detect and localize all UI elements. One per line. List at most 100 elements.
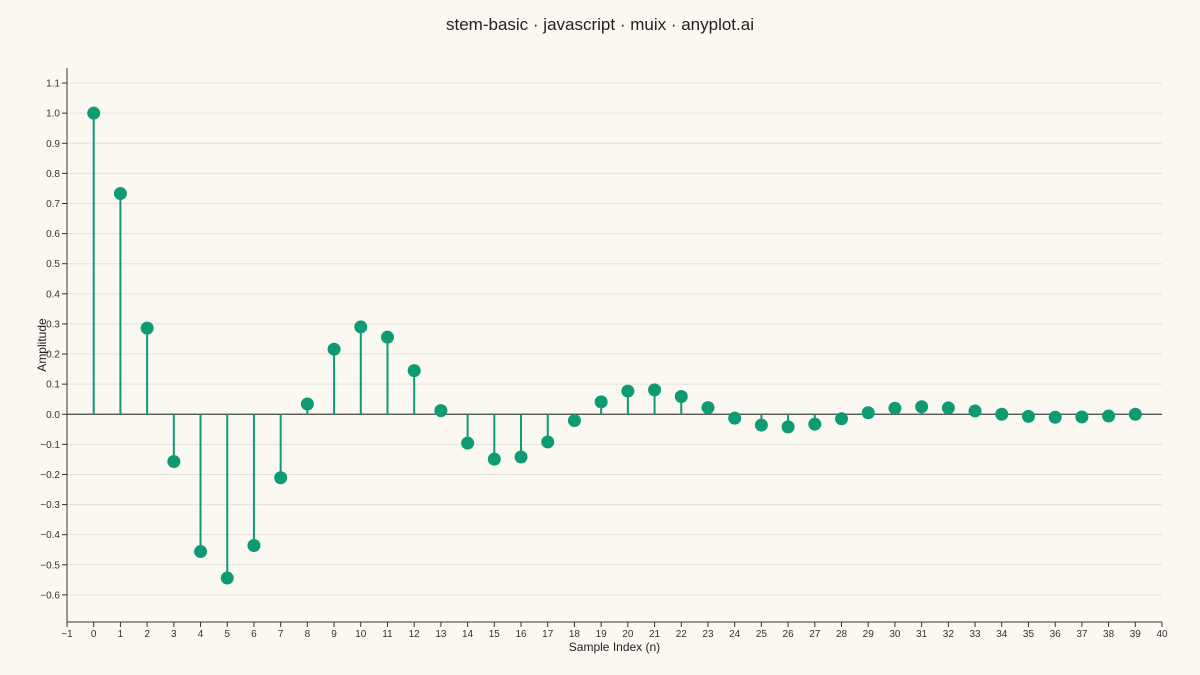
x-tick-label: 6 (251, 629, 257, 640)
y-axis-ticks: 1.1 1.0 0.9 0.8 0.7 0.6 0.5 0.4 0.3 0.2 0.1 0.0 −0.1… (40, 79, 67, 601)
x-axis-title: Sample Index (n) (569, 640, 660, 654)
axes (66, 68, 1162, 623)
stem-series (87, 106, 1142, 585)
y-tick-label: 0.0 (46, 410, 60, 421)
stem-marker (567, 414, 581, 428)
x-tick-label: 35 (1023, 629, 1035, 640)
stem-marker (487, 452, 501, 466)
stem-marker (1048, 410, 1062, 424)
x-tick-label: 28 (836, 629, 848, 640)
y-tick-label: 0.6 (46, 229, 60, 240)
stem-marker (995, 407, 1009, 421)
stem-marker (861, 406, 875, 420)
stem-marker (648, 383, 662, 397)
stem-marker (274, 471, 288, 485)
y-tick-label: 0.2 (46, 350, 60, 361)
x-tick-label: 24 (729, 629, 741, 640)
stem-marker (354, 320, 368, 334)
stem-marker (701, 401, 715, 415)
stem-marker (113, 187, 127, 201)
x-tick-label: 39 (1130, 629, 1142, 640)
stem-marker (1102, 409, 1116, 423)
stem-marker (220, 571, 234, 585)
x-tick-label: 0 (91, 629, 97, 640)
y-tick-label: 0.8 (46, 169, 60, 180)
stem-marker (461, 436, 475, 450)
x-tick-label: 29 (863, 629, 875, 640)
stem-marker (300, 397, 314, 411)
stem-marker (434, 404, 448, 418)
x-tick-label: 14 (462, 629, 474, 640)
y-tick-label: 0.7 (46, 199, 60, 210)
stem-marker (915, 400, 929, 414)
stem-marker (1021, 409, 1035, 423)
x-tick-label: 40 (1156, 629, 1168, 640)
stem-marker (140, 321, 154, 335)
x-tick-label: 4 (198, 629, 204, 640)
x-tick-label: 9 (331, 629, 337, 640)
x-axis-ticks: −1 0 1 2 3 4 5 6 7 8 9 10 11 12 13 14 15 16 17 18 19 20 21 22 23… (61, 622, 1168, 640)
x-tick-label: 19 (596, 629, 608, 640)
stem-marker (407, 364, 421, 378)
x-tick-label: 3 (171, 629, 177, 640)
x-tick-label: 36 (1050, 629, 1062, 640)
y-tick-label: 0.5 (46, 259, 60, 270)
x-tick-label: 33 (969, 629, 981, 640)
x-tick-label: 10 (355, 629, 367, 640)
stem-marker (594, 395, 608, 409)
y-tick-label: 0.3 (46, 319, 60, 330)
y-tick-label: −0.3 (40, 500, 60, 511)
stem-marker (87, 106, 101, 120)
y-tick-label: −0.5 (40, 560, 60, 571)
stem-marker (541, 435, 555, 449)
x-tick-label: 38 (1103, 629, 1115, 640)
x-tick-label: 7 (278, 629, 284, 640)
y-tick-label: 0.4 (46, 289, 60, 300)
y-axis-title: Amplitude (35, 318, 49, 372)
y-tick-label: −0.6 (40, 590, 60, 601)
x-tick-label: 32 (943, 629, 955, 640)
grid-lines (67, 82, 1162, 596)
stem-marker (674, 389, 688, 403)
x-tick-label: 26 (783, 629, 795, 640)
x-tick-label: 21 (649, 629, 661, 640)
stem-marker (194, 545, 208, 559)
x-tick-label: 8 (305, 629, 311, 640)
y-tick-label: 0.1 (46, 380, 60, 391)
y-tick-label: 0.9 (46, 139, 60, 150)
stem-marker (808, 417, 822, 431)
stem-marker (1075, 410, 1089, 424)
stem-marker (167, 455, 181, 469)
x-tick-label: 22 (676, 629, 688, 640)
y-tick-label: −0.2 (40, 470, 60, 481)
stem-marker (728, 411, 742, 425)
x-tick-label: 27 (809, 629, 821, 640)
x-tick-label: 37 (1076, 629, 1088, 640)
stem-marker (247, 539, 261, 553)
x-tick-label: 20 (622, 629, 634, 640)
x-tick-label: −1 (61, 629, 73, 640)
x-tick-label: 25 (756, 629, 768, 640)
stem-marker (1128, 407, 1142, 421)
x-tick-label: 23 (702, 629, 714, 640)
stem-marker (327, 342, 341, 356)
x-tick-label: 2 (144, 629, 150, 640)
stem-marker (514, 450, 528, 464)
x-tick-label: 1 (118, 629, 124, 640)
stem-marker (754, 418, 768, 432)
stem-marker (888, 401, 902, 415)
stem-marker (968, 404, 982, 418)
y-tick-label: −0.4 (40, 530, 60, 541)
y-tick-label: 1.1 (46, 79, 60, 90)
x-tick-label: 5 (224, 629, 230, 640)
x-tick-label: 34 (996, 629, 1008, 640)
x-tick-label: 17 (542, 629, 554, 640)
stem-marker (941, 401, 955, 415)
x-tick-label: 18 (569, 629, 581, 640)
x-tick-label: 11 (382, 629, 393, 640)
x-tick-label: 31 (916, 629, 928, 640)
x-tick-label: 30 (889, 629, 901, 640)
x-tick-label: 13 (435, 629, 447, 640)
